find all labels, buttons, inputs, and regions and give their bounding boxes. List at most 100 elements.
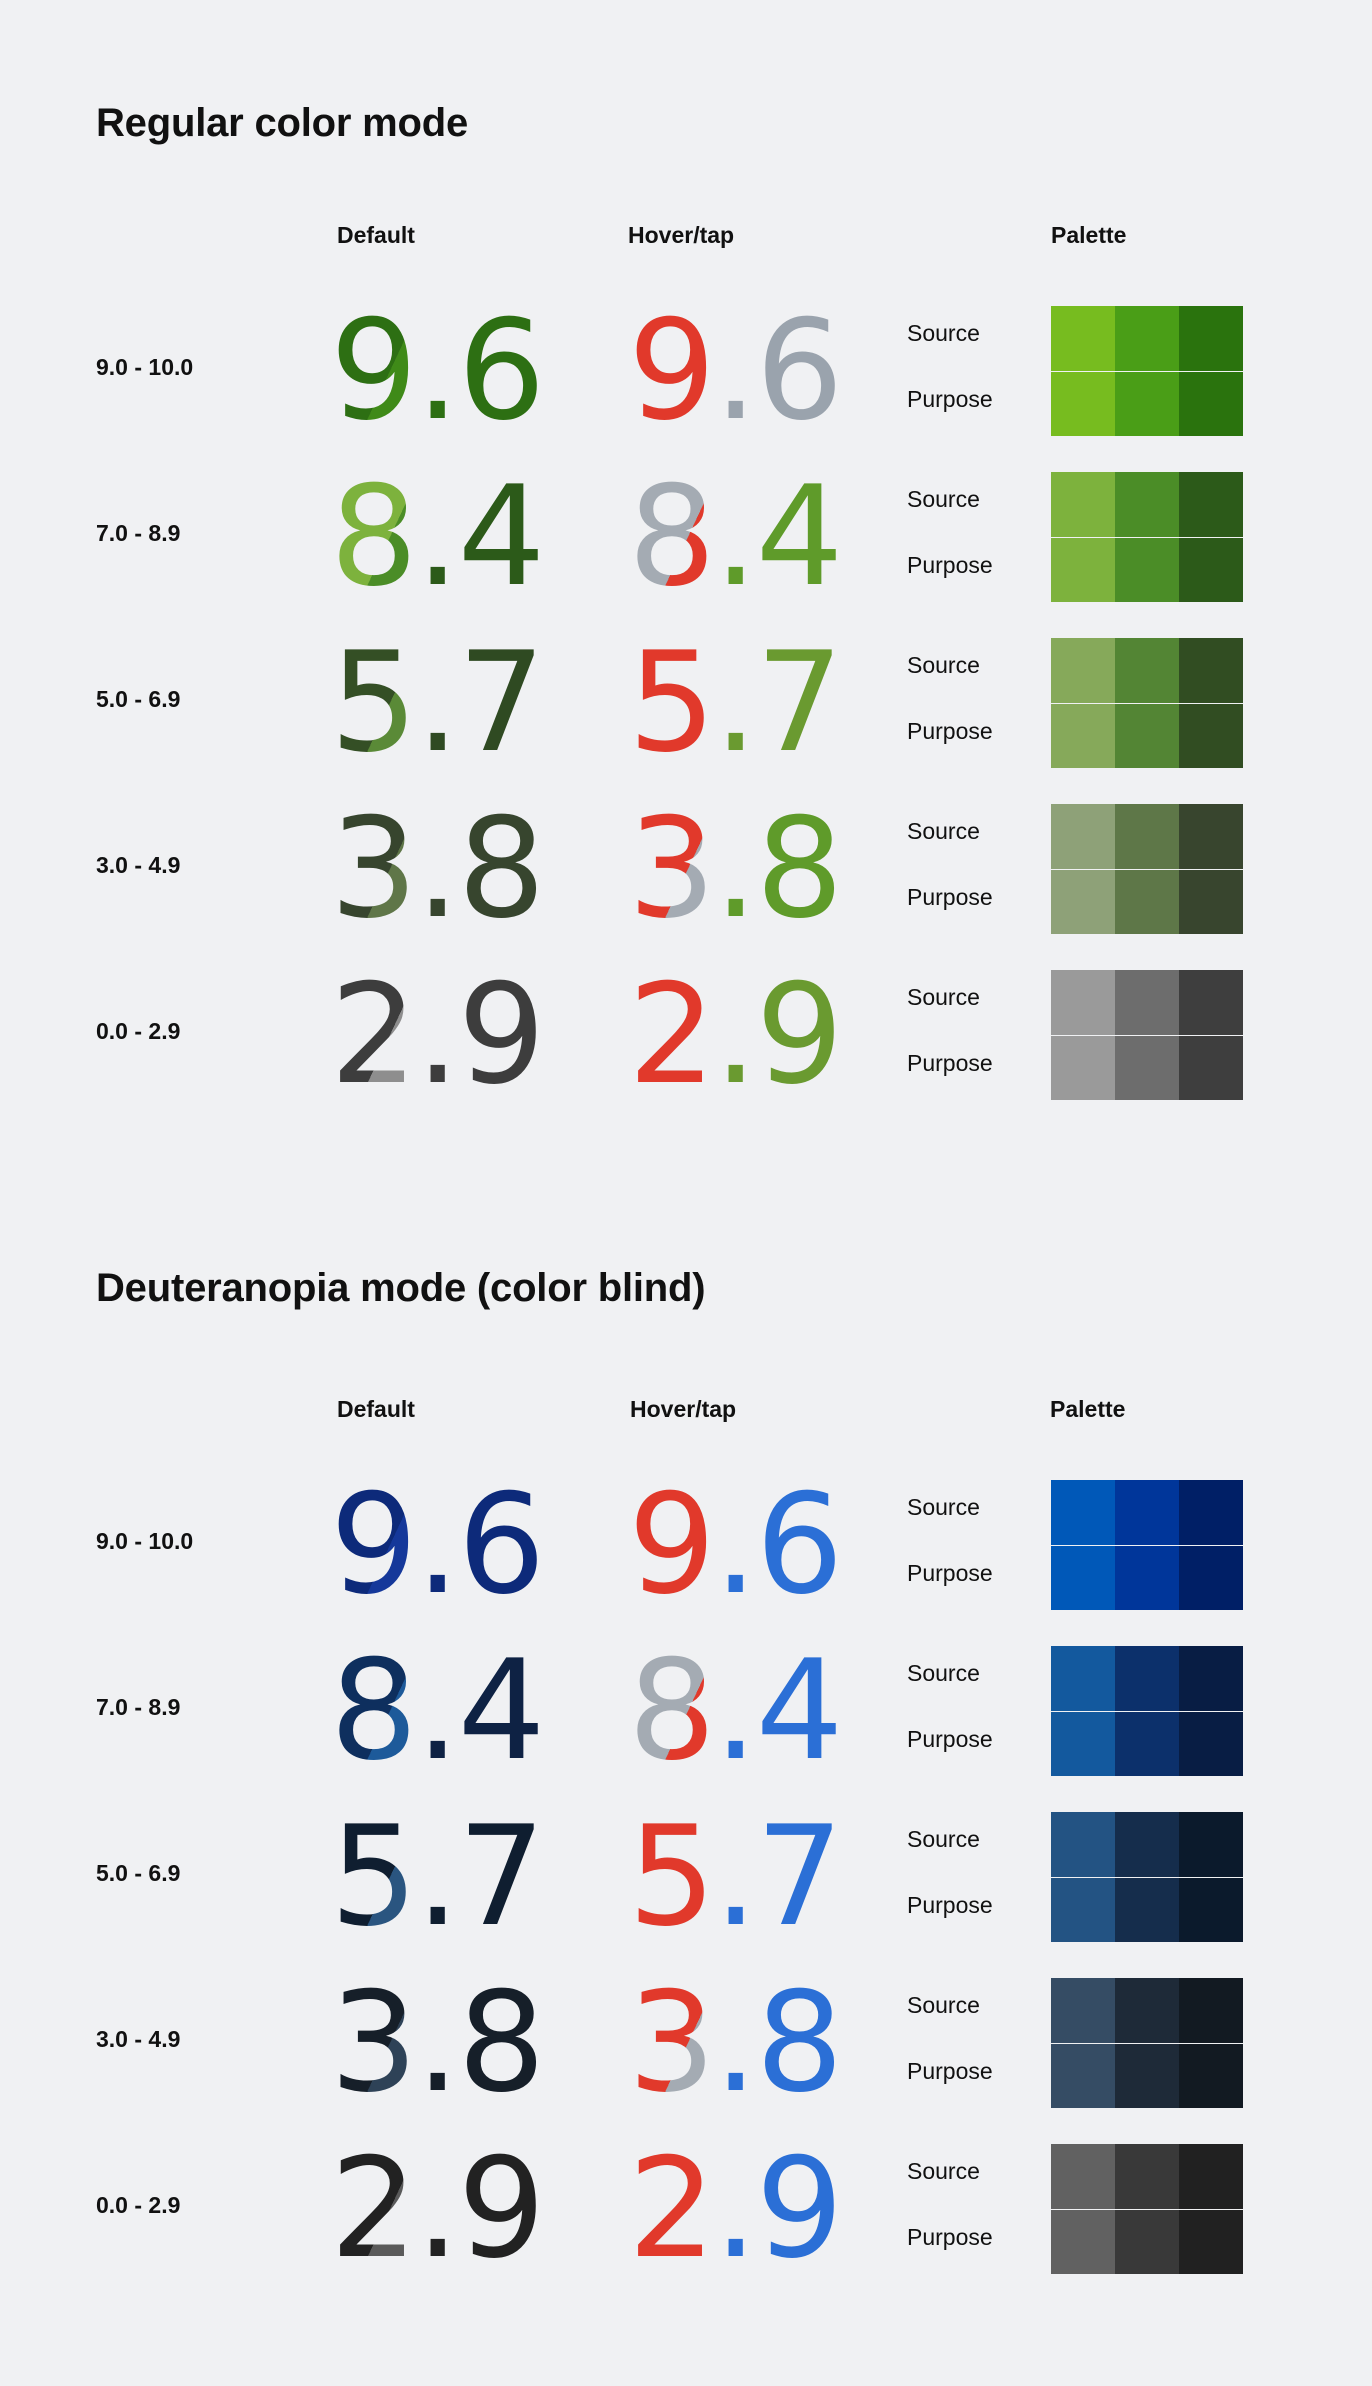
palette-swatch — [1115, 1545, 1179, 1610]
purpose-label: Purpose — [907, 1726, 993, 1752]
palette-swatches — [1051, 638, 1243, 768]
palette-swatch — [1051, 970, 1115, 1035]
score-row: 5.0 - 6.9 5.7 5.7 Source Purpose — [0, 622, 1372, 783]
source-label: Source — [907, 1992, 980, 2018]
palette-swatch — [1115, 1711, 1179, 1776]
palette-swatch — [1179, 1646, 1243, 1711]
purpose-label: Purpose — [907, 1892, 993, 1918]
palette-swatch — [1179, 2144, 1243, 2209]
palette-swatch — [1115, 2209, 1179, 2274]
default-score: 9.6 — [330, 290, 545, 451]
palette-swatch — [1115, 537, 1179, 602]
header-default: Default — [337, 222, 415, 248]
palette-swatch — [1051, 804, 1115, 869]
score-row: 3.0 - 4.9 3.8 3.8 Source Purpose — [0, 788, 1372, 949]
default-score: 9.6 — [330, 1464, 545, 1625]
score-range-label: 7.0 - 8.9 — [96, 1694, 181, 1720]
score-row: 7.0 - 8.9 8.4 8.4 Source Purpose — [0, 1630, 1372, 1791]
palette-swatch — [1115, 638, 1179, 703]
purpose-label: Purpose — [907, 1560, 993, 1586]
score-range-label: 0.0 - 2.9 — [96, 2192, 181, 2218]
header-hover: Hover/tap — [630, 1396, 737, 1422]
palette-swatches — [1051, 1480, 1243, 1610]
score-range-label: 0.0 - 2.9 — [96, 1018, 181, 1044]
palette-swatch — [1179, 306, 1243, 371]
score-range-label: 5.0 - 6.9 — [96, 686, 181, 712]
score-range-label: 7.0 - 8.9 — [96, 520, 181, 546]
palette-swatch — [1179, 537, 1243, 602]
palette-swatch — [1179, 1877, 1243, 1942]
section-title: Deuteranopia mode (color blind) — [96, 1266, 706, 1310]
palette-swatch — [1179, 472, 1243, 537]
palette-swatch — [1051, 371, 1115, 436]
hover-score[interactable]: 3.8 — [628, 1962, 843, 2123]
palette-swatch — [1115, 1812, 1179, 1877]
palette-swatch — [1051, 2209, 1115, 2274]
score-range-label: 9.0 - 10.0 — [96, 1528, 194, 1554]
palette-swatch — [1179, 1480, 1243, 1545]
purpose-label: Purpose — [907, 884, 993, 910]
source-label: Source — [907, 1494, 980, 1520]
palette-swatch — [1115, 804, 1179, 869]
section-title: Regular color mode — [96, 101, 469, 145]
source-label: Source — [907, 652, 980, 678]
default-score: 8.4 — [330, 456, 545, 617]
palette-swatch — [1115, 703, 1179, 768]
palette-swatches — [1051, 1978, 1243, 2108]
hover-score[interactable]: 9.6 — [628, 1464, 843, 1625]
score-row: 0.0 - 2.9 2.9 2.9 Source Purpose — [0, 954, 1372, 1115]
palette-swatch — [1051, 638, 1115, 703]
score-row: 7.0 - 8.9 8.4 8.4 Source Purpose — [0, 456, 1372, 617]
purpose-label: Purpose — [907, 386, 993, 412]
hover-score[interactable]: 2.9 — [628, 2128, 843, 2289]
palette-swatch — [1051, 1545, 1115, 1610]
palette-swatch — [1115, 970, 1179, 1035]
hover-score[interactable]: 9.6 — [628, 290, 843, 451]
palette-swatch — [1115, 1877, 1179, 1942]
palette-swatch — [1179, 2209, 1243, 2274]
hover-score[interactable]: 3.8 — [628, 788, 843, 949]
palette-swatch — [1179, 1035, 1243, 1100]
header-palette: Palette — [1051, 222, 1127, 248]
score-row: 3.0 - 4.9 3.8 3.8 Source Purpose — [0, 1962, 1372, 2123]
default-score: 8.4 — [330, 1630, 545, 1791]
palette-swatch — [1115, 371, 1179, 436]
palette-swatch — [1115, 306, 1179, 371]
palette-swatch — [1115, 1646, 1179, 1711]
hover-score[interactable]: 8.4 — [628, 1630, 843, 1791]
palette-swatch — [1179, 2043, 1243, 2108]
palette-swatch — [1051, 703, 1115, 768]
palette-swatch — [1115, 1480, 1179, 1545]
source-label: Source — [907, 1826, 980, 1852]
score-range-label: 3.0 - 4.9 — [96, 852, 181, 878]
palette-swatch — [1115, 2144, 1179, 2209]
header-hover: Hover/tap — [628, 222, 735, 248]
purpose-label: Purpose — [907, 2058, 993, 2084]
score-row: 9.0 - 10.0 9.6 9.6 Source Purpose — [0, 1464, 1372, 1625]
hover-score[interactable]: 8.4 — [628, 456, 843, 617]
palette-swatch — [1051, 2144, 1115, 2209]
hover-score[interactable]: 5.7 — [628, 622, 843, 783]
header-palette: Palette — [1050, 1396, 1126, 1422]
palette-swatch — [1179, 970, 1243, 1035]
palette-swatch — [1051, 1646, 1115, 1711]
default-score: 2.9 — [330, 2128, 545, 2289]
hover-score[interactable]: 5.7 — [628, 1796, 843, 1957]
palette-swatch — [1179, 869, 1243, 934]
hover-score[interactable]: 2.9 — [628, 954, 843, 1115]
default-score: 3.8 — [330, 788, 545, 949]
palette-swatch — [1179, 1545, 1243, 1610]
palette-swatch — [1115, 1978, 1179, 2043]
purpose-label: Purpose — [907, 552, 993, 578]
palette-swatch — [1179, 1711, 1243, 1776]
palette-swatch — [1115, 869, 1179, 934]
palette-swatch — [1051, 537, 1115, 602]
palette-swatch — [1051, 1812, 1115, 1877]
palette-swatch — [1179, 1978, 1243, 2043]
purpose-label: Purpose — [907, 1050, 993, 1076]
default-score: 3.8 — [330, 1962, 545, 2123]
palette-swatch — [1115, 2043, 1179, 2108]
palette-swatch — [1115, 1035, 1179, 1100]
source-label: Source — [907, 2158, 980, 2184]
palette-swatch — [1179, 703, 1243, 768]
